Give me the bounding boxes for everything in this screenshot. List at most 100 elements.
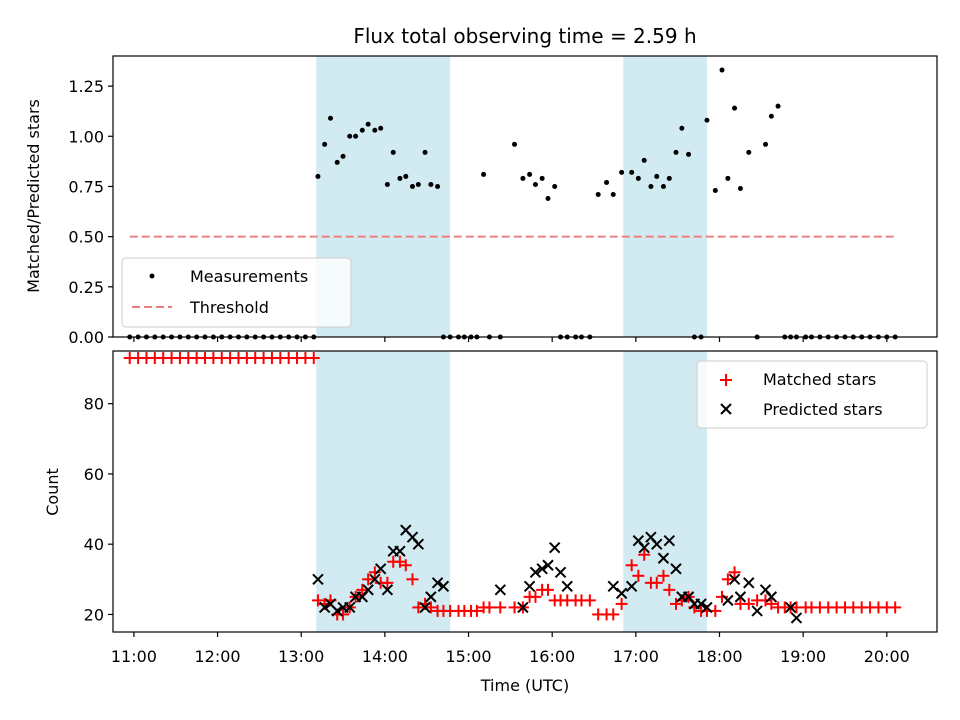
bottom-legend: Matched stars Predicted stars	[696, 360, 928, 429]
measurement-point	[775, 103, 781, 109]
measurement-point	[635, 175, 641, 181]
predicted-point	[437, 580, 450, 593]
measurement-point	[539, 175, 545, 181]
measurement-point	[334, 159, 340, 165]
predicted-point	[663, 534, 676, 547]
top-axes-frame	[112, 55, 938, 338]
legend-matched-label: Matched stars	[763, 370, 876, 389]
measurement-point	[512, 141, 518, 147]
matched-point	[494, 601, 507, 614]
predicted-point	[517, 601, 529, 614]
xtick-label: 16:00	[529, 647, 575, 666]
predicted-point	[670, 563, 682, 575]
matched-point	[625, 559, 638, 572]
top-ytick-label: 0.25	[68, 278, 104, 297]
top-y-axis-label: Matched/Predicted stars	[24, 99, 43, 293]
matched-point	[307, 352, 320, 365]
measurement-point	[712, 187, 718, 193]
predicted-point	[790, 612, 803, 624]
measurement-point	[322, 141, 328, 147]
measurement-point	[746, 149, 752, 155]
measurement-point	[403, 173, 409, 179]
measurement-point	[340, 153, 346, 159]
chart-title: Flux total observing time = 2.59 h	[353, 24, 696, 48]
predicted-point	[743, 577, 755, 589]
predicted-point	[536, 563, 548, 575]
measurement-point	[378, 125, 384, 131]
shaded-interval-2-1	[316, 351, 451, 632]
measurement-point	[648, 183, 654, 189]
measurement-point	[679, 125, 685, 131]
predicted-point	[657, 552, 670, 564]
matched-point	[424, 601, 437, 614]
measurement-point	[719, 67, 725, 73]
predicted-point	[394, 545, 406, 557]
predicted-point	[554, 566, 567, 578]
matched-point	[583, 594, 596, 607]
predicted-point	[561, 580, 573, 593]
predicted-point	[615, 587, 628, 600]
matched-point	[412, 601, 425, 614]
matched-point	[728, 566, 741, 579]
matched-point	[716, 590, 729, 603]
measurement-point	[415, 181, 421, 187]
bottom-y-axis-label: Count	[43, 468, 62, 516]
predicted-point	[529, 566, 542, 578]
predicted-point	[523, 580, 536, 593]
predicted-point	[494, 584, 507, 596]
legend-matched-marker	[720, 374, 732, 386]
measurement-point	[527, 171, 533, 177]
predicted-point	[318, 601, 331, 614]
measurement-point	[595, 191, 601, 197]
matched-point	[529, 590, 542, 603]
measurement-point	[481, 171, 487, 177]
measurement-point	[768, 113, 774, 119]
matched-point	[607, 608, 620, 621]
shaded-interval-1-2	[623, 56, 707, 337]
measurement-point	[654, 173, 660, 179]
predicted-point	[362, 584, 374, 596]
matched-point	[663, 583, 676, 596]
legend-predicted-marker	[720, 403, 732, 415]
measurement-point	[666, 175, 672, 181]
measurement-point	[552, 183, 558, 189]
matched-point	[542, 583, 555, 596]
measurement-point	[610, 191, 616, 197]
predicted-point	[374, 563, 387, 575]
bottom-axes: 20 40 60 80 11:00 12:00 13:00 14:00 15:00 16:00 1…	[43, 350, 938, 695]
measurement-point	[422, 149, 428, 155]
measurement-point	[725, 175, 731, 181]
matched-point	[406, 573, 419, 586]
x-axis-label: Time (UTC)	[480, 676, 569, 695]
matched-point	[311, 594, 324, 607]
measurement-point	[409, 183, 415, 189]
bottom-legend-box	[696, 360, 928, 429]
measurement-point	[428, 181, 434, 187]
measurement-point	[604, 179, 610, 185]
predicted-point	[331, 605, 343, 617]
xtick-label: 15:00	[445, 647, 491, 666]
legend-measurements-marker	[149, 273, 155, 279]
matched-point	[657, 569, 670, 582]
measurement-point	[686, 151, 692, 157]
top-ytick-label: 0.75	[68, 177, 104, 196]
shaded-interval-2-2	[623, 351, 707, 632]
matched-point	[399, 559, 412, 572]
top-ytick-label: 1.00	[68, 127, 104, 146]
measurement-point	[397, 175, 403, 181]
predicted-point	[701, 601, 713, 614]
measurement-point	[359, 127, 365, 133]
top-axes: 0.00 0.25 0.50 0.75 1.00 1.25 Matched/Predict…	[24, 55, 938, 347]
measurement-point	[365, 121, 371, 127]
measurement-point	[435, 183, 441, 189]
predicted-point	[722, 594, 734, 607]
measurement-point	[732, 105, 738, 111]
legend-threshold-label: Threshold	[189, 298, 269, 317]
measurement-point	[641, 157, 647, 163]
measurement-point	[704, 117, 710, 123]
matched-point	[765, 597, 778, 610]
legend-predicted-label: Predicted stars	[763, 400, 883, 419]
xtick-label: 11:00	[111, 647, 157, 666]
bottom-axes-frame	[112, 350, 938, 633]
